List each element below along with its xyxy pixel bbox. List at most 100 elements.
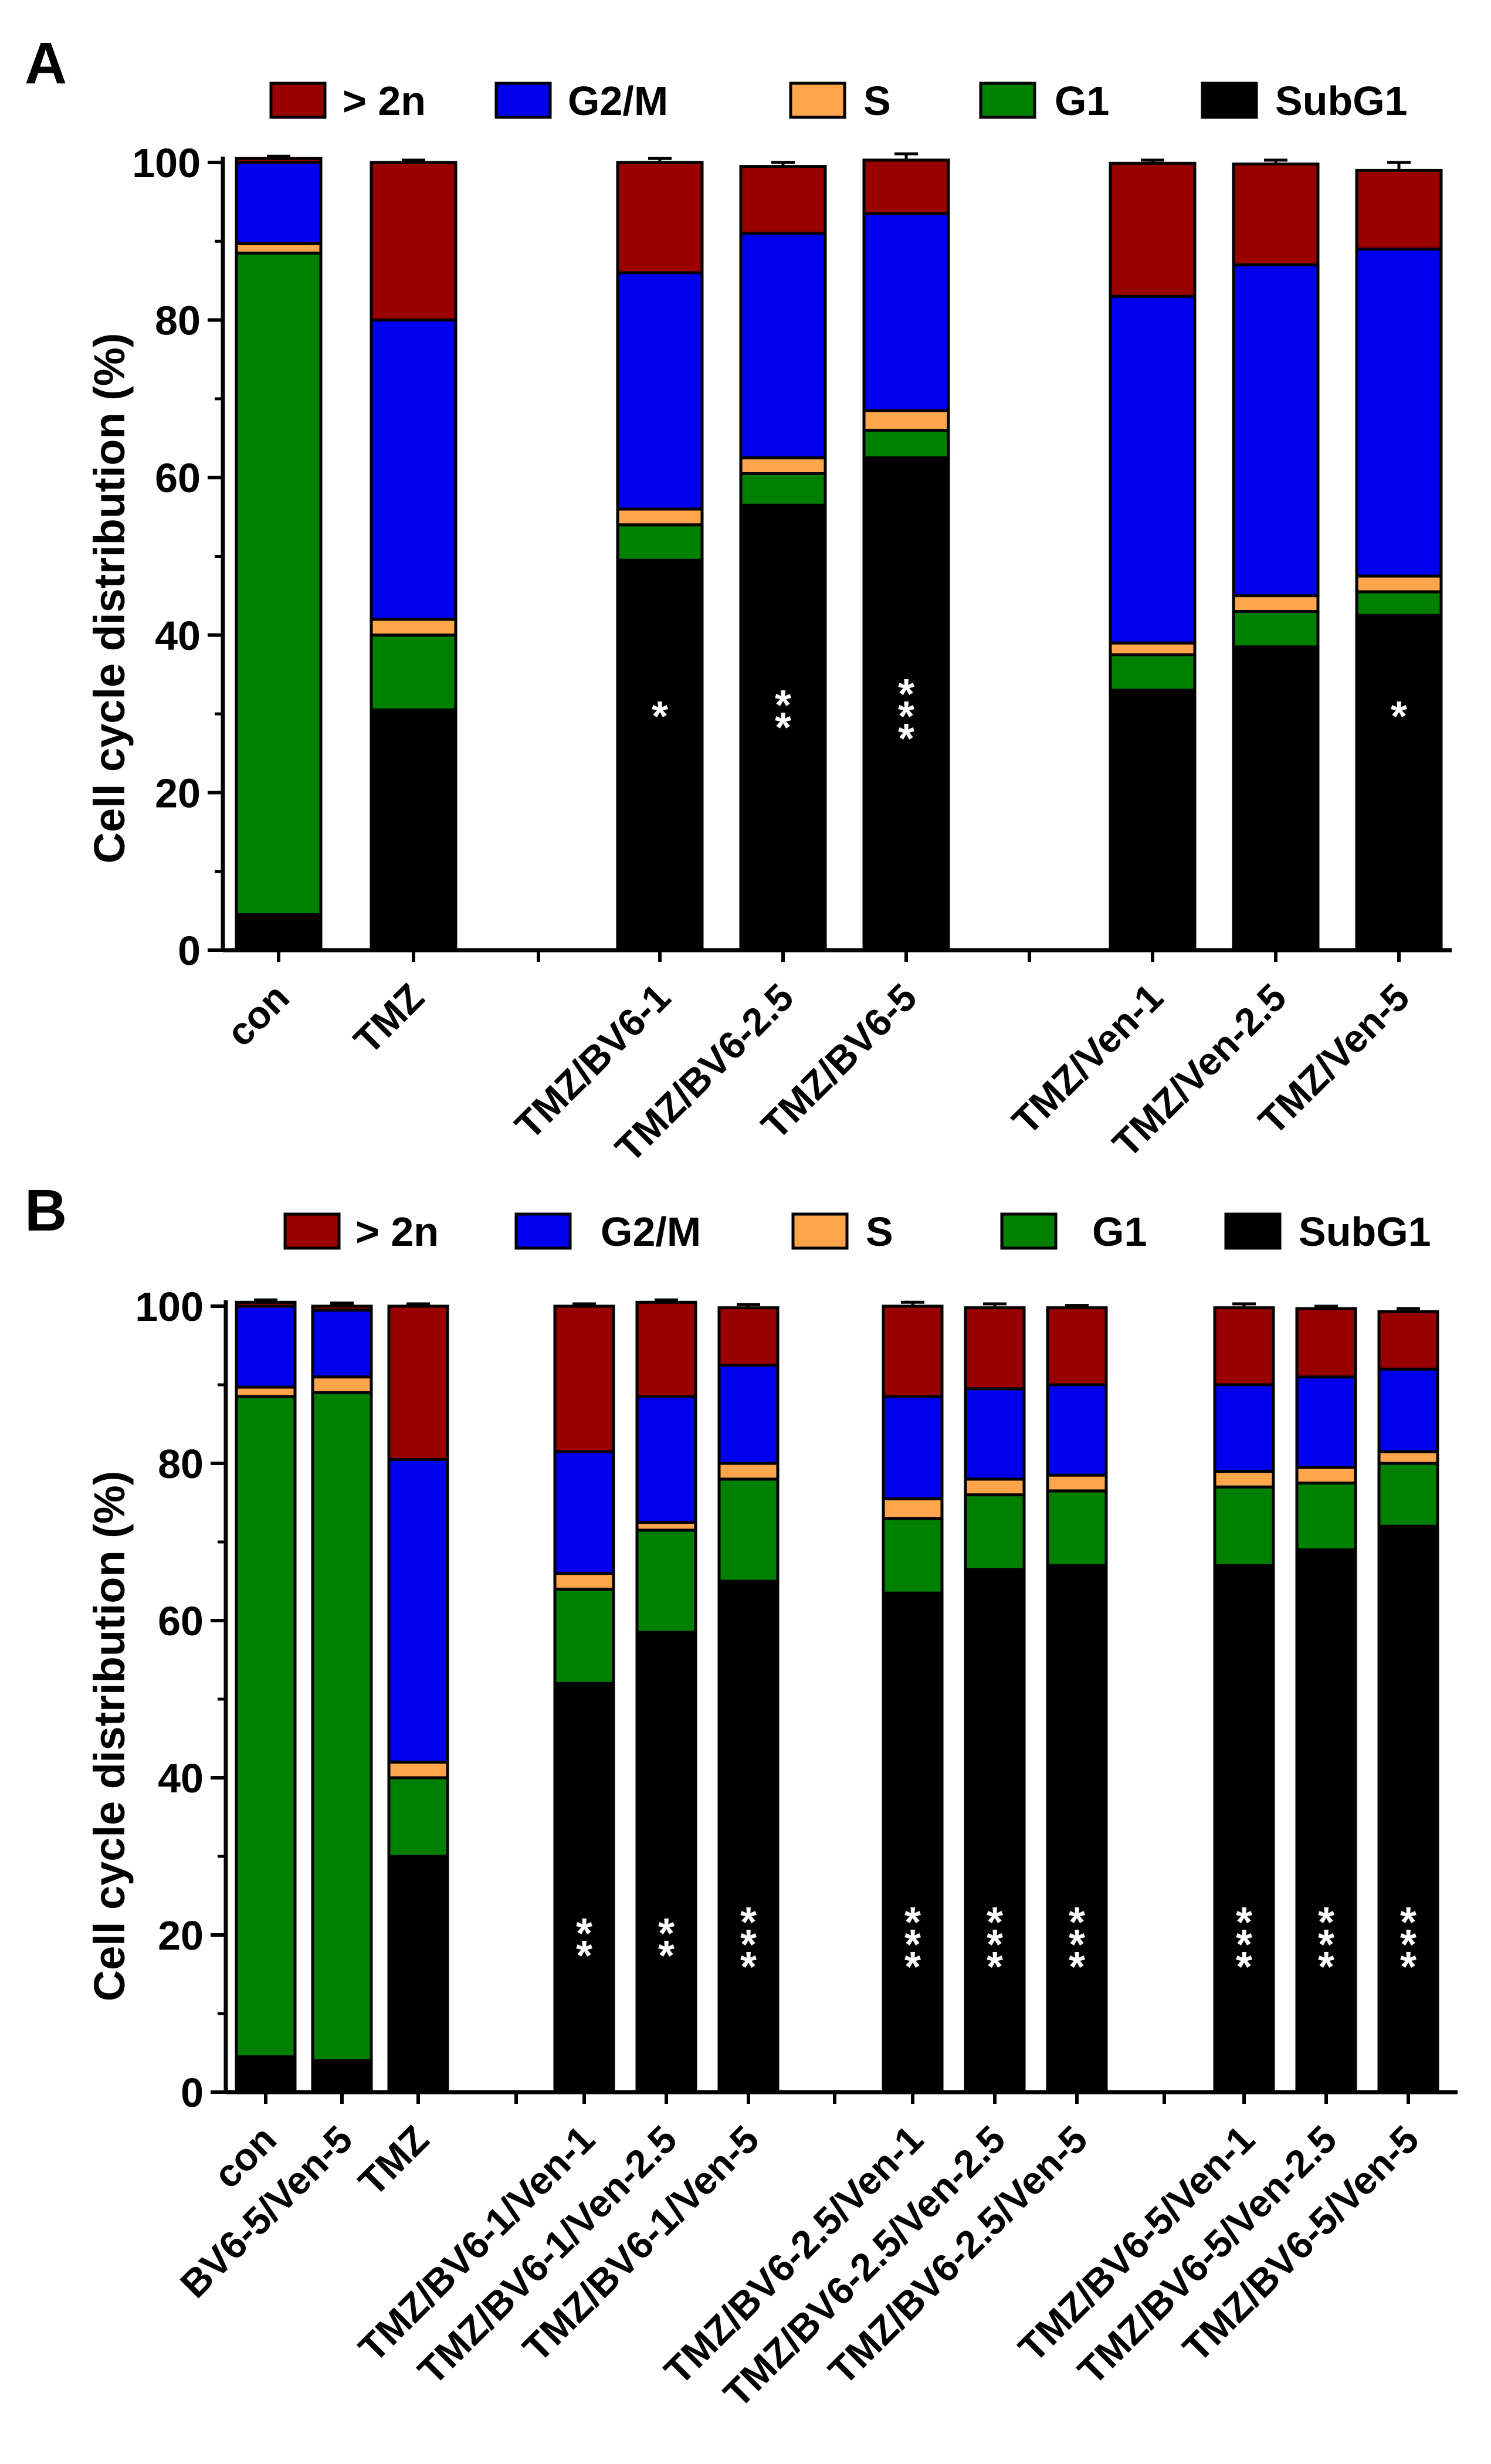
stacked-bar-7: *** [882,1300,944,2094]
significance-star: * [1400,1921,1417,1968]
bar-segment-subg1 [635,1631,697,2094]
bar-segment-s [553,1572,615,1591]
panel-a-ylabel: Cell cycle distribution (%) [85,333,134,864]
bar-segment-above-2n [882,1304,944,1398]
stacked-bar-3: * [616,157,704,952]
significance-star: * [1391,693,1407,740]
bar-segment-g1 [964,1493,1026,1571]
legend-swatch-s [789,82,846,119]
legend-label-subg1: SubG1 [1275,78,1408,124]
stacked-bar-1 [235,154,323,952]
bar-segment-above-2n [1109,161,1197,298]
bar-segment-g2m [882,1395,944,1500]
bar-segment-g1 [1046,1489,1108,1567]
bar-segment-g1 [1377,1462,1439,1528]
panel-b-label: B [25,1178,67,1243]
bar-segment-g1 [553,1587,615,1685]
legend-label-above-2n: > 2n [343,78,426,124]
legend-swatch-subg1 [1224,1212,1282,1250]
bar-segment-s [739,456,827,475]
stacked-bar-2 [311,1302,373,2094]
bar-segment-subg1 [1295,1548,1357,2094]
bar-segment-above-2n [1232,162,1320,267]
bar-segment-s [370,618,458,637]
bar-segment-subg1 [370,708,458,952]
bar-segment-g2m [862,212,950,412]
stacked-bar-6 [1109,158,1197,952]
bar-segment-above-2n [1213,1306,1275,1387]
y-tick-label: 20 [155,770,201,816]
y-tick-label: 100 [135,1284,204,1330]
bar-segment-g2m [964,1387,1026,1481]
stacked-bar-8: *** [964,1302,1026,2094]
legend-label-g1: G1 [1092,1209,1147,1255]
bar-segment-above-2n [235,1300,297,1308]
bar-segment-above-2n [235,157,323,164]
bar-segment-g2m [1046,1383,1108,1477]
bar-segment-g2m [739,232,827,460]
bar-segment-g1 [1213,1485,1275,1567]
bar-segment-g2m [1109,294,1197,645]
stacked-bar-12: *** [1377,1307,1439,2094]
stacked-bar-4: ** [739,161,827,952]
stacked-bar-1 [235,1298,297,2094]
bar-segment-s [1109,641,1197,656]
bar-segment-g1 [739,472,827,507]
bar-segment-g2m [1377,1367,1439,1453]
legend-swatch-g1 [1000,1212,1058,1250]
bar-segment-s [1377,1450,1439,1465]
bar-segment-subg1 [1213,1564,1275,2094]
bar-segment-s [862,409,950,432]
significance-star: * [898,671,914,718]
bar-segment-g1 [311,1391,373,2062]
bar-segment-g2m [635,1395,697,1524]
significance-star: * [576,1933,592,1980]
significance-star: * [1400,1899,1417,1946]
bar-segment-subg1 [235,913,323,952]
significance-star: * [576,1910,592,1957]
bar-segment-s [964,1477,1026,1497]
bar-segment-g1 [862,429,950,460]
legend-swatch-g2m [514,1212,572,1250]
bar-segment-g1 [1109,653,1197,692]
significance-star: * [1236,1944,1252,1991]
bar-segment-g2m [1355,248,1443,578]
bar-segment-g2m [370,318,458,621]
stacked-bar-5: ** [635,1298,697,2094]
significance-star: * [1318,1944,1334,1991]
y-tick-label: 0 [181,2070,204,2116]
bar-segment-g1 [1295,1482,1357,1551]
stacked-bar-6: *** [717,1303,780,2094]
significance-star: * [740,1921,757,1968]
bar-segment-above-2n [387,1304,449,1461]
bar-segment-above-2n [553,1304,615,1453]
bar-segment-above-2n [311,1304,373,1312]
legend-label-g1: G1 [1055,78,1109,124]
legend-swatch-g1 [979,82,1036,119]
y-tick-label: 60 [155,455,201,501]
significance-star: * [1069,1944,1085,1991]
bar-segment-g1 [1355,590,1443,617]
significance-star: * [1318,1899,1334,1946]
bar-segment-g1 [717,1477,780,1583]
legend-swatch-subg1 [1201,82,1258,119]
panel-a-label: A [25,30,67,96]
bar-segment-above-2n [964,1306,1026,1391]
significance-star: * [775,682,791,729]
bar-segment-s [311,1375,373,1394]
bar-segment-s [1355,574,1443,594]
bar-segment-g1 [1232,610,1320,649]
bar-segment-g2m [1232,263,1320,598]
bar-segment-g2m [235,1304,297,1389]
bar-segment-s [1213,1469,1275,1489]
stacked-bar-3 [387,1302,449,2094]
legend-label-above-2n: > 2n [355,1209,439,1255]
stacked-bar-8: * [1355,161,1443,952]
bar-segment-g2m [616,271,704,511]
y-tick-label: 40 [158,1755,204,1801]
bar-segment-subg1 [717,1580,780,2094]
significance-star: * [1318,1921,1334,1968]
bar-segment-above-2n [862,158,950,215]
bar-segment-above-2n [1046,1306,1108,1387]
